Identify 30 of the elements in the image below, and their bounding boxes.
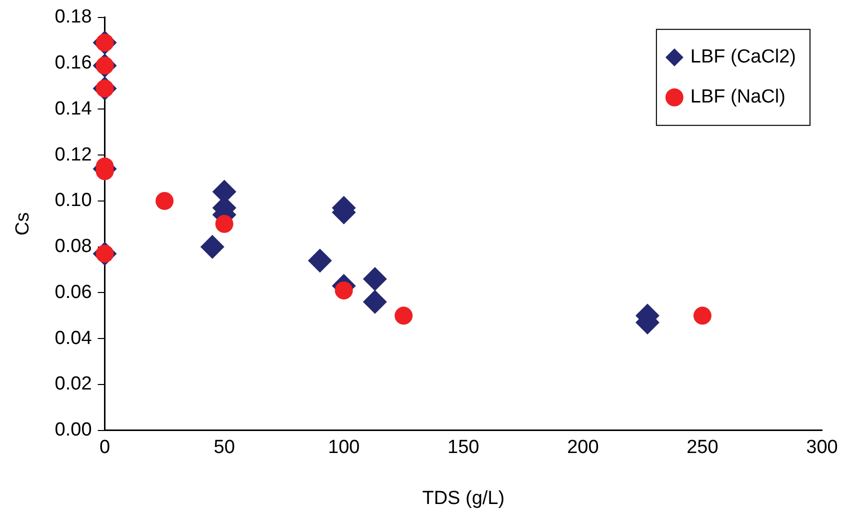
y-tick-label: 0.04 <box>54 328 92 349</box>
x-tick-label: 250 <box>686 437 718 458</box>
y-tick-label: 0.08 <box>54 236 92 258</box>
y-tick-label: 0.02 <box>54 374 92 395</box>
y-tick-label: 0.10 <box>54 190 92 212</box>
point <box>693 306 712 325</box>
x-tick-label: 100 <box>328 437 360 458</box>
point <box>308 248 332 273</box>
point <box>334 281 353 300</box>
y-axis-title: Cs <box>12 212 34 236</box>
point <box>394 306 413 325</box>
point <box>215 214 234 233</box>
x-tick-label: 200 <box>567 437 599 458</box>
point <box>156 192 174 210</box>
point <box>362 266 387 291</box>
y-tick-label: 0.00 <box>54 420 92 441</box>
x-axis-title: TDS (g/L) <box>422 488 505 509</box>
x-tick-label: 300 <box>806 437 838 458</box>
y-tick-label: 0.06 <box>54 282 92 303</box>
x-tick-label: 0 <box>99 437 110 458</box>
x-tick-label: 50 <box>214 437 235 458</box>
y-tick-label: 0.14 <box>54 98 92 120</box>
point <box>362 290 387 314</box>
x-tick-label: 150 <box>448 437 480 458</box>
y-tick-label: 0.12 <box>54 144 92 166</box>
point <box>200 234 224 259</box>
y-tick-label: 0.16 <box>54 52 92 74</box>
legend-label: LBF (NaCl) <box>690 86 786 108</box>
y-tick-label: 0.18 <box>54 6 92 28</box>
legend-label: LBF (CaCl2) <box>690 46 796 68</box>
